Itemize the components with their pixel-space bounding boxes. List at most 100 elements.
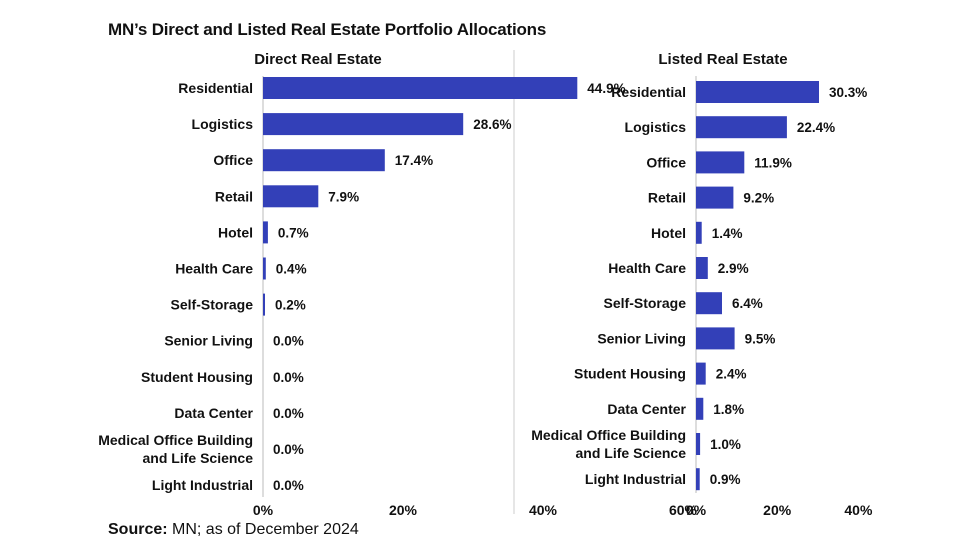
category-label: Logistics [192,116,254,132]
bar [696,433,701,455]
value-label: 9.2% [743,191,774,206]
bar [696,327,735,350]
value-label: 7.9% [328,189,359,204]
category-label: Medical Office Building and Life Science [98,432,253,466]
category-label-line: Medical Office Building [98,432,253,448]
value-label: 28.6% [473,117,511,132]
bar [696,81,819,103]
value-label: 0.2% [275,298,306,313]
value-label: 0.0% [273,478,304,493]
value-label: 0.0% [273,442,304,457]
category-label: Health Care [608,260,686,276]
value-label: 30.3% [829,85,867,100]
x-tick-label: 40% [529,502,558,518]
bar [263,221,268,244]
category-label: Light Industrial [585,471,686,487]
bar [696,257,708,279]
x-tick-label: 20% [763,502,792,518]
x-tick-label: 0% [253,502,274,518]
bar [696,186,734,209]
category-label: Senior Living [597,330,686,346]
bar [696,292,722,315]
category-label: Senior Living [164,333,253,349]
category-label: Self-Storage [171,297,254,313]
bar [263,185,319,208]
category-label-line: Health Care [175,261,253,277]
category-label-line: Residential [178,80,253,96]
category-label-line: Office [646,154,686,170]
category-label: Health Care [175,261,253,277]
value-label: 1.8% [713,402,744,417]
bar [263,293,265,316]
category-label: Medical Office Building and Life Science [531,427,686,461]
source-text: MN; as of December 2024 [167,521,359,538]
category-label: Office [646,154,686,170]
value-label: 0.0% [273,406,304,421]
value-label: 11.9% [754,155,792,170]
value-label: 6.4% [732,296,763,311]
value-label: 0.9% [710,472,741,487]
category-label: Office [213,152,253,168]
value-label: 9.5% [745,331,776,346]
category-label-line: Retail [648,190,686,206]
value-label: 0.4% [276,262,307,277]
category-label: Hotel [218,224,253,240]
value-label: 2.4% [716,367,747,382]
category-label: Retail [648,190,686,206]
category-label: Light Industrial [152,477,253,493]
category-label: Data Center [607,401,686,417]
value-label: 1.4% [712,226,743,241]
bar [263,257,266,280]
bar [263,113,464,136]
category-label-line: Senior Living [164,333,253,349]
category-label-line: Hotel [651,225,686,241]
chart-title: MN’s Direct and Listed Real Estate Portf… [108,20,547,39]
category-label-line: Light Industrial [585,471,686,487]
x-tick-label: 40% [844,502,873,518]
x-tick-label: 60% [669,502,698,518]
category-label-line: Logistics [625,119,687,135]
category-label: Retail [215,188,253,204]
category-label-line: Self-Storage [604,295,687,311]
category-label-line: Hotel [218,224,253,240]
value-label: 0.0% [273,370,304,385]
category-label: Student Housing [141,369,253,385]
category-label: Residential [611,84,686,100]
category-label-line: Self-Storage [171,297,254,313]
panel-title: Direct Real Estate [254,51,382,68]
x-tick-label: 20% [389,502,418,518]
bar [263,149,385,172]
category-label: Logistics [625,119,687,135]
bar [696,116,787,139]
category-label: Data Center [174,405,253,421]
bar [696,468,700,491]
category-label-line: Medical Office Building [531,427,686,443]
listed-real-estate-panel: Listed Real Estate Residential 30.3% Logist… [531,51,873,518]
category-label: Self-Storage [604,295,687,311]
category-label: Student Housing [574,366,686,382]
panel-title: Listed Real Estate [658,51,787,68]
value-label: 1.0% [710,437,741,452]
category-label-line: Data Center [607,401,686,417]
category-label-line: Student Housing [141,369,253,385]
category-label-line: Office [213,152,253,168]
category-label-line: and Life Science [143,450,254,466]
source-note: Source: MN; as of December 2024 [108,521,359,539]
category-label-line: Health Care [608,260,686,276]
category-label-line: Logistics [192,116,254,132]
source-label: Source: [108,521,168,538]
value-label: 44.9% [587,81,625,96]
category-label-line: Data Center [174,405,253,421]
bar [696,397,704,420]
category-label-line: Retail [215,188,253,204]
bar [696,362,706,385]
value-label: 17.4% [395,153,433,168]
category-label-line: Senior Living [597,330,686,346]
category-label-line: Light Industrial [152,477,253,493]
category-label: Hotel [651,225,686,241]
value-label: 2.9% [718,261,749,276]
value-label: 0.7% [278,225,309,240]
value-label: 0.0% [273,334,304,349]
